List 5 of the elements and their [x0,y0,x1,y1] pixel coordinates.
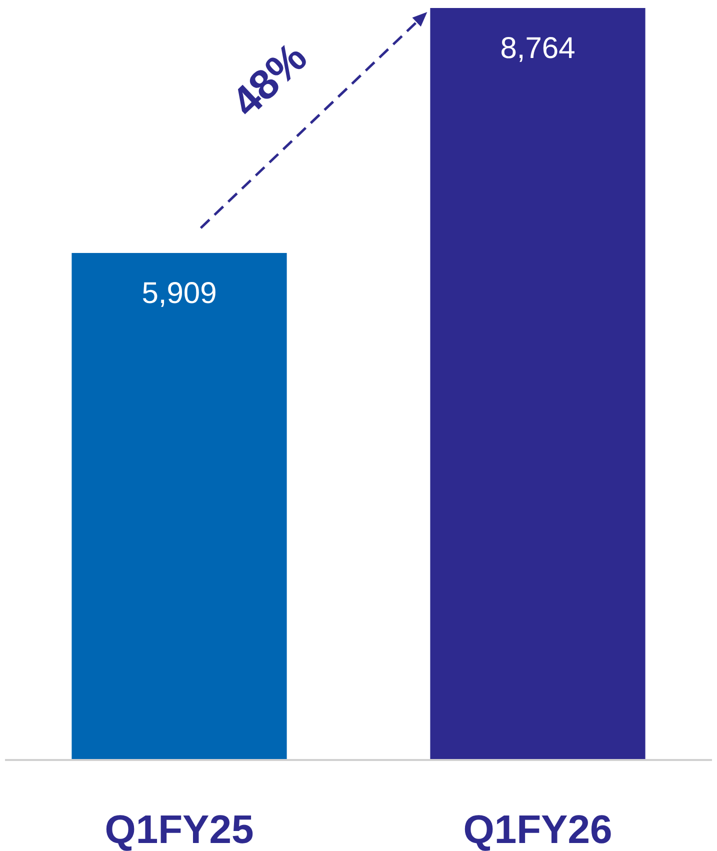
x-tick-label: Q1FY25 [104,808,254,851]
data-label: 5,909 [142,276,217,310]
x-tick-label: Q1FY26 [463,808,612,851]
annotation: 48% [222,33,316,126]
data-label: 8,764 [500,32,576,65]
